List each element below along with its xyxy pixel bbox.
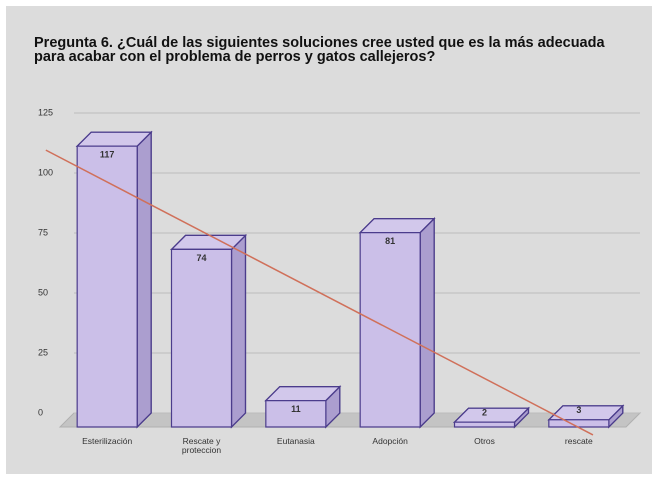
bar-front — [265, 400, 327, 428]
data-label: 74 — [196, 253, 206, 263]
data-label: 3 — [576, 405, 581, 415]
bar-front — [76, 145, 138, 428]
bar-side-shade — [136, 130, 152, 429]
bar-side-shade — [230, 233, 247, 429]
bar-top-shade — [264, 386, 342, 402]
bar-top-shade — [453, 407, 530, 423]
bar — [547, 404, 625, 429]
y-tick-label: 50 — [38, 287, 48, 297]
bar-front — [453, 421, 516, 428]
data-label: 117 — [100, 150, 115, 160]
x-tick-label: Otros — [474, 436, 495, 446]
trendline — [45, 149, 594, 436]
bar-side-shade — [419, 217, 435, 429]
bar — [358, 217, 436, 429]
data-label: 81 — [385, 236, 395, 246]
x-tick-label: Adopción — [372, 436, 408, 446]
bar — [453, 406, 530, 429]
bar-top-shade — [75, 131, 153, 147]
x-tick-label: Esterilización — [82, 436, 133, 446]
x-tick-label: Eutanasia — [276, 436, 315, 446]
bar — [264, 385, 342, 429]
bar — [75, 130, 153, 429]
y-tick-label: 75 — [38, 227, 48, 237]
bar-front — [548, 419, 610, 428]
y-tick-label: 100 — [38, 167, 53, 177]
y-tick-label: 25 — [38, 347, 48, 357]
y-tick-label: 0 — [38, 407, 43, 417]
bar — [170, 233, 247, 429]
bar-front — [170, 248, 233, 428]
chart-title: Pregunta 6. ¿Cuál de las siguientes solu… — [34, 35, 605, 65]
x-tick-label: rescate — [564, 436, 593, 446]
data-label: 2 — [482, 408, 487, 418]
bar-top-shade — [170, 234, 247, 250]
data-label: 11 — [291, 404, 301, 414]
x-tick-label: Rescate y proteccion — [181, 436, 222, 455]
bar-top-shade — [358, 218, 436, 234]
y-tick-label: 125 — [38, 107, 53, 117]
